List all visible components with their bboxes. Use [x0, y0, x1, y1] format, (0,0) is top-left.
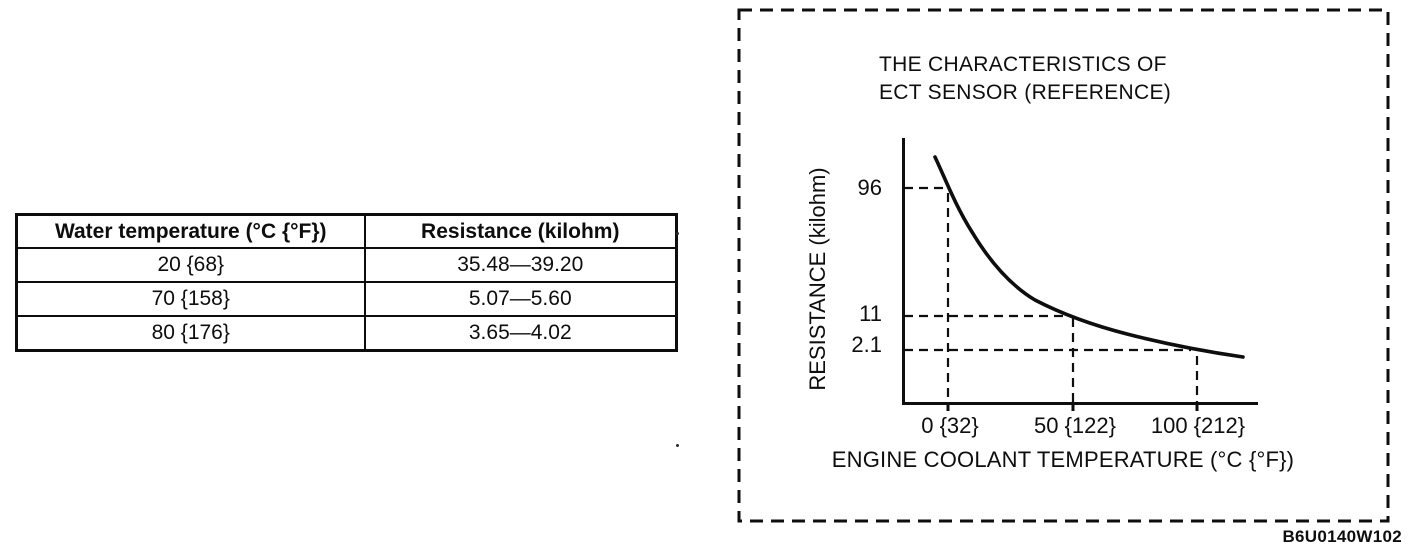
cell-temperature: 70 {158} — [15, 281, 366, 317]
figure-dashed-border — [737, 8, 1390, 523]
table-header-row: Water temperature (°C {°F}) Resistance (… — [15, 213, 678, 249]
table-row: 20 {68} 35.48—39.20 — [15, 247, 678, 283]
table-row: 80 {176} 3.65—4.02 — [15, 315, 678, 352]
figure-title-line-2: ECT SENSOR (REFERENCE) — [879, 81, 1172, 104]
y-tick-label-96: 96 — [857, 175, 882, 200]
table-row: 70 {158} 5.07—5.60 — [15, 281, 678, 317]
resistance-curve — [933, 155, 1245, 359]
scan-speck — [676, 444, 679, 447]
figure-title-line-1: THE CHARACTERISTICS OF — [879, 53, 1167, 76]
x-axis-label: ENGINE COOLANT TEMPERATURE (°C {°F}) — [831, 447, 1295, 472]
col-header-water-temperature: Water temperature (°C {°F}) — [15, 213, 366, 249]
scan-speck — [676, 232, 679, 235]
cell-temperature: 20 {68} — [15, 247, 366, 283]
x-tick-label-50: 50 {122} — [1034, 413, 1116, 438]
cell-resistance: 3.65—4.02 — [363, 315, 678, 352]
y-tick-label-2-1: 2.1 — [851, 332, 882, 357]
figure-code: B6U0140W102 — [1282, 527, 1402, 546]
x-tick-label-100: 100 {212} — [1150, 413, 1246, 438]
x-tick-label-0: 0 {32} — [921, 413, 979, 438]
y-tick-label-11: 11 — [859, 301, 882, 326]
cell-temperature: 80 {176} — [15, 315, 366, 352]
col-header-resistance: Resistance (kilohm) — [363, 213, 678, 249]
cell-resistance: 35.48—39.20 — [363, 247, 678, 283]
water-temp-resistance-table: Water temperature (°C {°F}) Resistance (… — [15, 213, 678, 352]
cell-resistance: 5.07—5.60 — [363, 281, 678, 317]
figure-title: THE CHARACTERISTICS OF ECT SENSOR (REFER… — [879, 51, 1171, 107]
